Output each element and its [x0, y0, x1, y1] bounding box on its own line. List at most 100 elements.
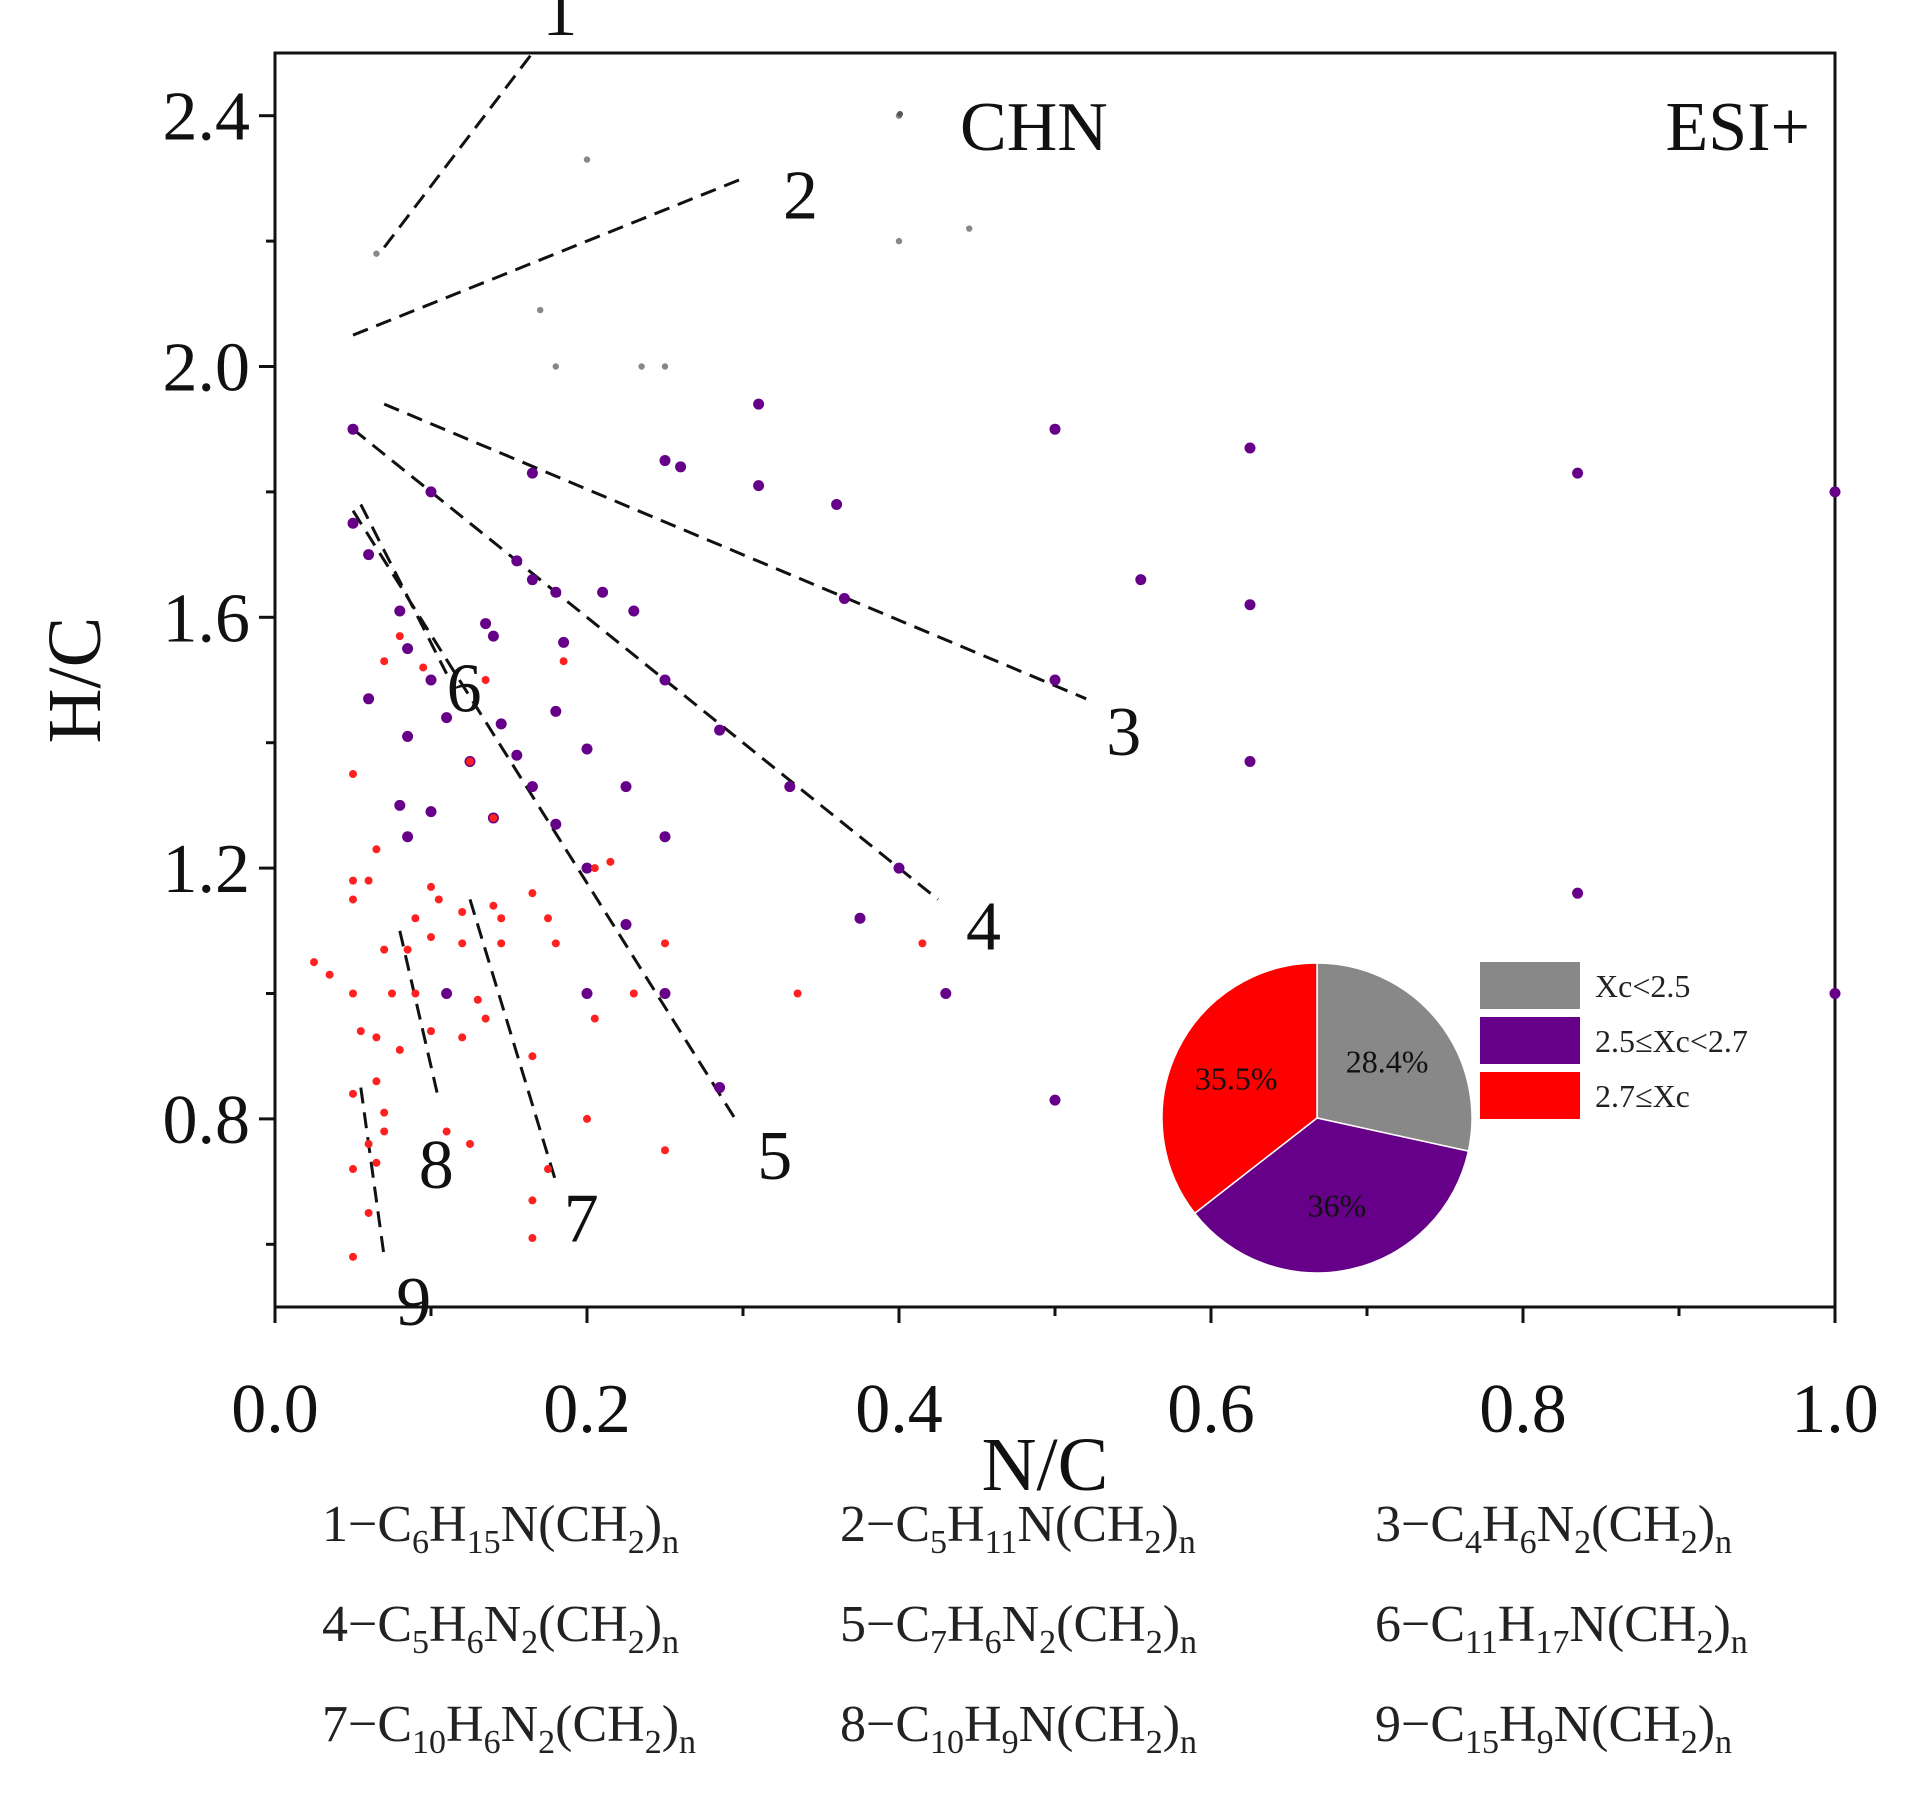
data-point	[363, 693, 375, 705]
data-point	[1572, 467, 1584, 479]
data-point	[528, 889, 537, 898]
data-point	[427, 882, 435, 891]
tick-labels: 0.0 0.2 0.4 0.6 0.8 1.0 0.8 1.2 1.6 2.0 2.4	[163, 79, 1879, 1448]
formula-text: H	[446, 1696, 484, 1753]
legend-swatch	[1480, 1072, 1580, 1119]
formula-number: 1−	[322, 1496, 378, 1553]
data-point	[550, 818, 562, 830]
formula-subscript: 6	[466, 1624, 484, 1661]
data-point	[434, 895, 443, 904]
data-point	[466, 757, 474, 766]
formula-subscript: n	[1180, 1624, 1198, 1661]
formula-4: 4−C5H6N2(CH2)n	[322, 1595, 679, 1662]
data-point	[675, 461, 687, 473]
formula-text: H	[429, 1596, 467, 1653]
trend-line-6	[359, 503, 448, 675]
data-point	[590, 1014, 599, 1023]
data-point	[661, 363, 669, 370]
formula-number: 4−	[322, 1596, 378, 1653]
formula-text: N(CH	[1017, 1496, 1145, 1553]
formula-text: N(CH	[1553, 1696, 1681, 1753]
formula-text: H	[947, 1496, 985, 1553]
data-point	[427, 933, 435, 942]
formula-text: )	[1162, 1596, 1181, 1653]
data-point	[528, 1196, 537, 1205]
formula-text: H	[964, 1696, 1002, 1753]
trend-label-5: 5	[757, 1118, 792, 1195]
data-point	[427, 1027, 435, 1036]
formula-number: 7−	[322, 1696, 378, 1753]
formula-subscript: 5	[930, 1524, 948, 1561]
data-point	[380, 1108, 389, 1117]
data-point	[347, 423, 359, 435]
data-point	[661, 1146, 669, 1155]
formula-1: 1−C6H15N(CH2)n	[322, 1495, 679, 1562]
trend-line-1	[383, 52, 534, 249]
formula-text: )	[1162, 1696, 1181, 1753]
formula-subscript: n	[1730, 1624, 1748, 1661]
formula-number: 6−	[1375, 1596, 1431, 1653]
data-point	[363, 549, 375, 561]
formula-legend: 1−C6H15N(CH2)n 2−C5H11N(CH2)n 3−C4H6N2(CH2…	[0, 1495, 1908, 1795]
data-point	[511, 555, 523, 567]
data-point	[559, 657, 568, 666]
data-point	[372, 845, 381, 854]
y-axis-label: H/C	[33, 617, 117, 744]
formula-text: )	[1161, 1496, 1179, 1553]
data-point	[402, 831, 414, 843]
formula-subscript: 6	[483, 1724, 501, 1761]
data-point	[403, 945, 412, 954]
data-point	[620, 781, 632, 793]
formula-subscript: n	[1715, 1724, 1733, 1761]
data-point	[380, 1127, 389, 1136]
legend-label: Xc<2.5	[1595, 968, 1690, 1004]
data-point	[714, 1082, 726, 1094]
formula-text: N(CH	[500, 1496, 628, 1553]
data-point	[372, 1033, 381, 1042]
formula-text: N	[500, 1696, 539, 1753]
data-point	[349, 1089, 357, 1098]
data-point	[1829, 988, 1841, 999]
trend-line-4	[352, 428, 939, 901]
trend-label-9: 9	[396, 1264, 431, 1341]
formula-text: H	[1482, 1496, 1520, 1553]
data-point	[458, 1033, 467, 1042]
formula-text: H	[947, 1596, 985, 1653]
formula-subscript: 9	[1536, 1724, 1554, 1761]
pie-label: 28.4%	[1346, 1044, 1429, 1080]
formula-text: )	[1697, 1496, 1716, 1553]
data-point	[581, 862, 593, 874]
formula-subscript: 11	[984, 1524, 1018, 1561]
data-point	[349, 1252, 357, 1261]
data-point	[458, 907, 467, 916]
data-point	[526, 467, 538, 479]
x-tick-label: 0.0	[231, 1371, 319, 1448]
trend-lines: 1 2 3 4 5 6 7 8 9	[351, 0, 1141, 1341]
data-point	[544, 914, 552, 923]
trend-label-1: 1	[542, 0, 577, 51]
data-point	[373, 250, 380, 257]
y-tick-label: 2.0	[163, 330, 251, 407]
formula-number: 8−	[840, 1696, 896, 1753]
y-tick-label: 0.8	[163, 1082, 251, 1159]
formula-subscript: 4	[1465, 1524, 1483, 1561]
formula-text: )	[1697, 1696, 1716, 1753]
formula-text: H	[1499, 1696, 1537, 1753]
data-point	[628, 605, 640, 617]
data-point	[558, 636, 570, 648]
formula-text: )	[644, 1496, 663, 1553]
trend-label-2: 2	[783, 157, 818, 234]
data-point	[551, 939, 560, 948]
data-point	[793, 989, 802, 998]
data-point	[489, 813, 498, 822]
data-point	[597, 586, 609, 598]
pie-inset: 28.4% 36% 35.5%	[1161, 962, 1473, 1274]
data-point	[349, 895, 357, 904]
formula-6: 6−C11H17N(CH2)n	[1375, 1595, 1748, 1662]
trend-line-7	[468, 899, 558, 1183]
y-tick-label: 1.6	[163, 580, 251, 657]
data-point	[372, 1077, 381, 1086]
formula-subscript: 2	[538, 1724, 556, 1761]
data-point	[753, 398, 765, 410]
trend-label-4: 4	[966, 888, 1001, 965]
